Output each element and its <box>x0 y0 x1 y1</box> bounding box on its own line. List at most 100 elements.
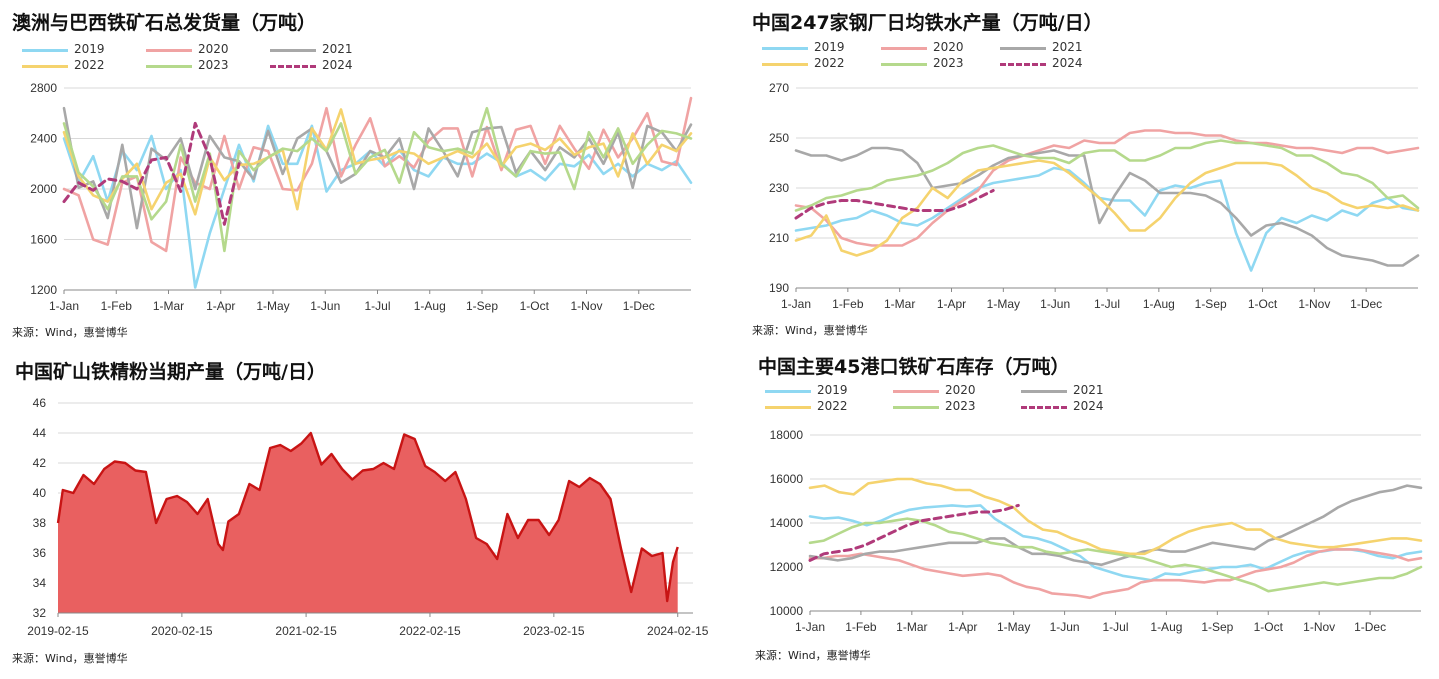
y-tick-label: 2400 <box>30 132 57 146</box>
x-tick-label: 1-Nov <box>570 299 602 313</box>
x-tick-label: 1-Dec <box>1354 620 1386 634</box>
legend-label: 2022 <box>817 399 848 413</box>
series-line-2021 <box>794 146 1420 267</box>
legend-swatch <box>893 390 939 393</box>
x-tick-label: 1-Feb <box>845 620 877 634</box>
y-tick-label: 230 <box>769 181 789 195</box>
legend-swatch <box>146 49 192 52</box>
legend-label: 2019 <box>74 42 105 56</box>
x-tick-label: 1-Aug <box>1143 297 1175 311</box>
legend-swatch <box>270 65 316 68</box>
legend-swatch <box>22 65 68 68</box>
x-tick-label: 1-Nov <box>1298 297 1330 311</box>
series-line-2020 <box>808 548 1423 600</box>
x-tick-label: 1-Jan <box>795 620 825 634</box>
legend-swatch <box>765 390 811 393</box>
chart-source: 来源：Wind，惠誉博华 <box>12 326 128 339</box>
y-tick-label: 190 <box>769 281 789 295</box>
legend-swatch <box>146 65 192 68</box>
x-tick-label: 1-Sep <box>1195 297 1227 311</box>
chart-title: 中国247家钢厂日均铁水产量（万吨/日） <box>752 12 1103 34</box>
chart-source: 来源：Wind，惠誉博华 <box>12 652 128 665</box>
chart-plot: 190 210 230 250 270 1-Jan 1-Feb 1-Mar 1-Apr 1-May… <box>769 81 1420 311</box>
legend-swatch <box>762 63 808 66</box>
legend-label: 2020 <box>945 383 976 397</box>
x-tick-label: 1-Oct <box>520 299 550 313</box>
y-tick-label: 10000 <box>770 604 804 618</box>
legend-label: 2022 <box>74 58 105 72</box>
legend-swatch <box>1021 406 1067 409</box>
y-tick-label: 18000 <box>770 428 804 442</box>
legend-label: 2021 <box>1073 383 1104 397</box>
series-line-2023 <box>808 517 1423 593</box>
x-tick-label: 1-Feb <box>832 297 864 311</box>
x-tick-label: 1-Jan <box>49 299 79 313</box>
x-tick-label: 2020-02-15 <box>151 624 213 638</box>
legend-label: 2020 <box>933 40 964 54</box>
y-tick-label: 46 <box>33 396 47 410</box>
y-tick-label: 210 <box>769 231 789 245</box>
series-line-2019 <box>808 504 1423 582</box>
x-tick-label: 1-May <box>997 620 1030 634</box>
x-tick-label: 1-Mar <box>896 620 927 634</box>
series-line-2024 <box>794 189 995 220</box>
area-fill <box>58 433 678 613</box>
legend-swatch <box>1021 390 1067 393</box>
y-tick-label: 36 <box>33 546 47 560</box>
legend-swatch <box>881 63 927 66</box>
legend-label: 2024 <box>322 58 353 72</box>
x-tick-label: 1-May <box>987 297 1020 311</box>
y-tick-label: 1600 <box>30 233 57 247</box>
y-tick-label: 270 <box>769 81 789 95</box>
x-tick-label: 2021-02-15 <box>275 624 337 638</box>
legend-label: 2021 <box>1052 40 1083 54</box>
legend-label: 2023 <box>945 399 976 413</box>
x-tick-label: 1-Jul <box>364 299 390 313</box>
x-tick-label: 1-Aug <box>1150 620 1182 634</box>
x-tick-label: 1-Nov <box>1303 620 1335 634</box>
legend-label: 2024 <box>1073 399 1104 413</box>
y-tick-label: 42 <box>33 456 47 470</box>
x-tick-label: 1-Apr <box>948 620 977 634</box>
legend-swatch <box>22 49 68 52</box>
y-tick-label: 38 <box>33 516 47 530</box>
chart-title: 中国矿山铁精粉当期产量（万吨/日） <box>15 361 326 383</box>
x-tick-label: 1-Jun <box>1040 297 1070 311</box>
chart-plot: 1200 1600 2000 2400 2800 1-Jan 1-Feb 1-Mar 1-Apr… <box>30 81 693 313</box>
x-tick-label: 1-Apr <box>937 297 966 311</box>
x-tick-label: 2023-02-15 <box>523 624 585 638</box>
x-tick-label: 2024-02-15 <box>647 624 709 638</box>
series-line-2020 <box>794 129 1420 247</box>
x-tick-label: 1-Sep <box>1201 620 1233 634</box>
area-line <box>56 431 679 603</box>
legend-label: 2019 <box>814 40 845 54</box>
y-tick-label: 250 <box>769 131 789 145</box>
series-line-2022 <box>808 477 1423 556</box>
legend-label: 2020 <box>198 42 229 56</box>
series-line-2024 <box>62 121 241 226</box>
x-tick-label: 2019-02-15 <box>27 624 89 638</box>
x-tick-label: 1-Dec <box>623 299 655 313</box>
y-tick-label: 44 <box>33 426 47 440</box>
x-tick-label: 1-Jun <box>310 299 340 313</box>
x-tick-label: 1-Mar <box>153 299 184 313</box>
legend-swatch <box>1000 63 1046 66</box>
x-tick-label: 1-Aug <box>414 299 446 313</box>
x-tick-label: 1-Apr <box>206 299 235 313</box>
chart-title: 中国主要45港口铁矿石库存（万吨） <box>758 356 1070 378</box>
y-tick-label: 16000 <box>770 472 804 486</box>
x-tick-label: 1-Oct <box>1248 297 1278 311</box>
chart-source: 来源：Wind，惠誉博华 <box>752 324 868 337</box>
x-tick-label: 1-May <box>256 299 289 313</box>
series-line-2024 <box>808 503 1020 562</box>
y-tick-label: 2000 <box>30 182 57 196</box>
chart-title: 澳洲与巴西铁矿石总发货量（万吨） <box>12 12 317 34</box>
y-tick-label: 40 <box>33 486 47 500</box>
x-tick-label: 1-Oct <box>1254 620 1284 634</box>
y-tick-label: 2800 <box>30 81 57 95</box>
legend-label: 2023 <box>198 58 229 72</box>
legend-label: 2021 <box>322 42 353 56</box>
y-tick-label: 1200 <box>30 283 57 297</box>
x-tick-label: 1-Dec <box>1350 297 1382 311</box>
x-tick-label: 1-Sep <box>466 299 498 313</box>
